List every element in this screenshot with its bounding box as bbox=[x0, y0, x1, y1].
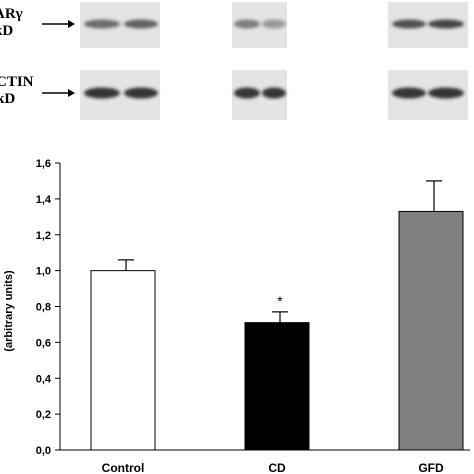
bar-control bbox=[90, 270, 156, 451]
y-tick-label: 0,6 bbox=[36, 337, 51, 349]
blot-band-actin-0-0 bbox=[84, 87, 120, 99]
arrow-pparg-head bbox=[68, 20, 75, 28]
y-tick-label: 0,2 bbox=[36, 409, 51, 421]
blot-band-actin-1-0 bbox=[234, 87, 260, 99]
y-tick-label: 1,2 bbox=[36, 230, 51, 242]
western-blot-panel: ARγ kD CTIN kD bbox=[0, 0, 474, 130]
y-axis-label: (arbitrary units) bbox=[3, 270, 15, 352]
blot-image bbox=[42, 2, 468, 120]
y-tick-label: 1,6 bbox=[36, 158, 51, 170]
y-tick-label: 1,0 bbox=[36, 266, 51, 278]
significance-marker-cd: * bbox=[277, 293, 283, 309]
blot-band-actin-1-1 bbox=[262, 87, 286, 99]
blot-label-pparg-size: kD bbox=[0, 23, 14, 39]
x-tick-label-gfd: GFD bbox=[418, 461, 444, 474]
blot-label-pparg: ARγ kD bbox=[0, 6, 23, 40]
blot-band-pparg-0-0 bbox=[84, 19, 120, 29]
blot-band-actin-0-1 bbox=[124, 87, 158, 99]
y-tick-labels: 0,0 0,2 0,4 0,6 0,8 1,0 1,2 1,4 1,6 bbox=[36, 158, 52, 457]
y-tick-label: 0,8 bbox=[36, 302, 51, 314]
blot-band-pparg-2-0 bbox=[392, 19, 426, 29]
blot-label-actin: CTIN kD bbox=[0, 74, 34, 108]
blot-band-actin-2-0 bbox=[392, 87, 426, 99]
bars-group: * bbox=[90, 180, 464, 451]
bar-cd bbox=[244, 322, 310, 451]
blot-band-pparg-1-0 bbox=[234, 19, 260, 29]
blot-label-pparg-name: ARγ bbox=[0, 6, 23, 22]
bar-gfd bbox=[398, 210, 464, 451]
y-tick-label: 0,0 bbox=[36, 445, 51, 457]
y-tick-label: 1,4 bbox=[36, 194, 52, 206]
blot-band-actin-2-1 bbox=[428, 87, 464, 99]
arrow-actin-head bbox=[68, 89, 75, 97]
x-tick-label-cd: CD bbox=[268, 461, 286, 474]
blot-band-pparg-2-1 bbox=[428, 19, 464, 29]
x-tick-labels: Control CD GFD bbox=[102, 461, 444, 474]
blot-band-pparg-0-1 bbox=[124, 19, 158, 29]
y-axis bbox=[55, 162, 61, 451]
y-tick-label: 0,4 bbox=[36, 373, 52, 385]
blot-label-actin-name: CTIN bbox=[0, 74, 34, 90]
x-tick-label-control: Control bbox=[102, 461, 145, 474]
blot-label-actin-size: kD bbox=[0, 91, 16, 107]
blot-band-pparg-1-1 bbox=[262, 19, 286, 29]
